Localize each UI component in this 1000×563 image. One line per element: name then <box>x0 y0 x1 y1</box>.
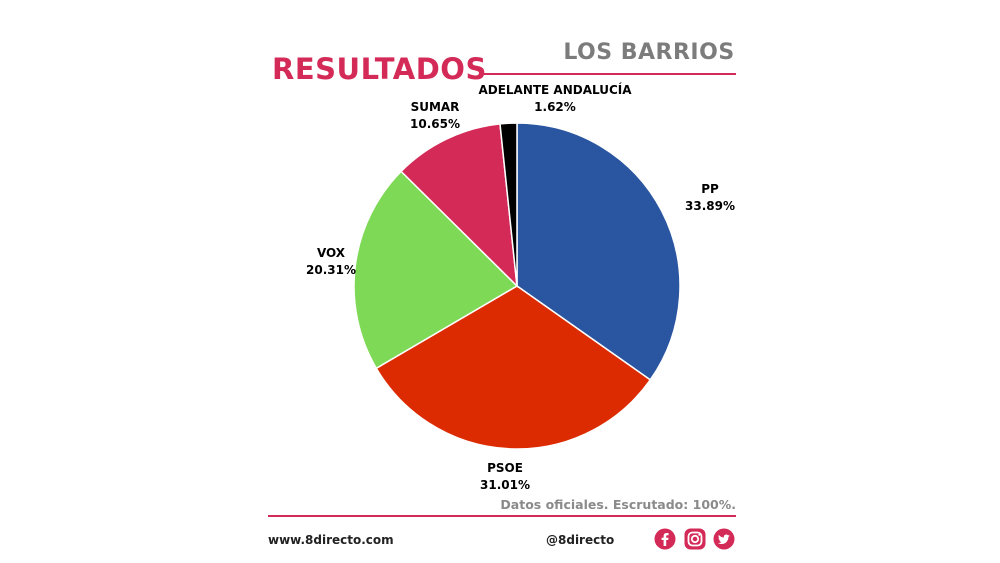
slice-label-sumar-name: SUMAR <box>410 100 460 114</box>
location-title: LOS BARRIOS <box>563 40 735 65</box>
slice-label-pp-name: PP <box>701 182 719 196</box>
page-title: RESULTADOS <box>272 52 487 86</box>
footnote: Datos oficiales. Escrutado: 100%. <box>500 497 736 512</box>
slice-label-sumar: SUMAR 10.65% <box>395 99 475 133</box>
slice-label-vox-value: 20.31% <box>306 263 356 277</box>
pie-slice-psoe <box>375 285 652 450</box>
website-link[interactable]: www.8directo.com <box>268 533 394 547</box>
footer-divider <box>268 515 736 517</box>
slice-label-adelante-andalucia: ADELANTE ANDALUCÍA 1.62% <box>460 82 650 116</box>
facebook-icon[interactable] <box>654 528 676 550</box>
slice-label-pp: PP 33.89% <box>670 181 750 215</box>
instagram-icon[interactable] <box>684 528 706 550</box>
header-divider <box>480 73 736 75</box>
slice-label-vox-name: VOX <box>316 246 346 260</box>
slice-label-adelante-andalucia-name: ADELANTE ANDALUCÍA <box>478 83 632 97</box>
slice-label-sumar-value: 10.65% <box>410 117 460 131</box>
pie-slice-sumar <box>400 123 518 289</box>
slice-label-pp-value: 33.89% <box>685 199 735 213</box>
slice-label-psoe-name: PSOE <box>487 461 523 475</box>
social-handle: @8directo <box>546 533 615 547</box>
pie-slice-pp <box>516 122 681 381</box>
twitter-icon[interactable] <box>713 528 735 550</box>
slice-label-vox: VOX 20.31% <box>291 245 371 279</box>
slice-label-psoe-value: 31.01% <box>480 478 530 492</box>
pie-slice-adelante-andaluc-a <box>499 122 518 287</box>
pie-slice-vox <box>353 170 519 370</box>
slice-label-psoe: PSOE 31.01% <box>465 460 545 494</box>
slice-label-adelante-andalucia-value: 1.62% <box>534 100 576 114</box>
